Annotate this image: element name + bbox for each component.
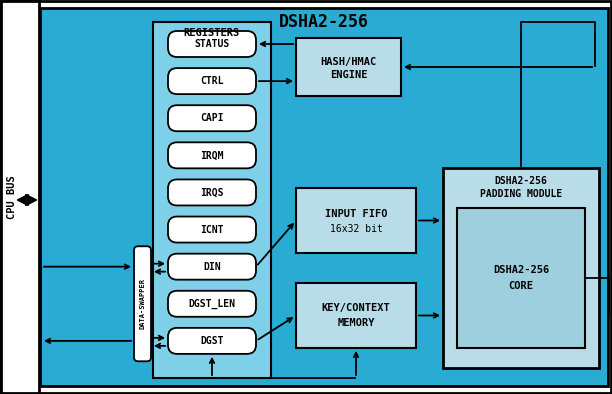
FancyBboxPatch shape bbox=[168, 291, 256, 317]
Text: MEMORY: MEMORY bbox=[337, 318, 375, 329]
Bar bbox=[1, 1, 39, 393]
Text: STATUS: STATUS bbox=[195, 39, 230, 49]
Text: DSHA2-256: DSHA2-256 bbox=[494, 176, 548, 186]
Text: DIN: DIN bbox=[203, 262, 221, 272]
Text: IRQS: IRQS bbox=[200, 188, 224, 197]
FancyBboxPatch shape bbox=[168, 328, 256, 354]
Text: INPUT FIFO: INPUT FIFO bbox=[325, 208, 387, 219]
Text: HASH/HMAC: HASH/HMAC bbox=[320, 57, 376, 67]
FancyBboxPatch shape bbox=[168, 142, 256, 168]
Text: DGST: DGST bbox=[200, 336, 224, 346]
Text: PADDING MODULE: PADDING MODULE bbox=[480, 189, 562, 199]
FancyBboxPatch shape bbox=[168, 105, 256, 131]
Bar bbox=[443, 168, 599, 368]
FancyBboxPatch shape bbox=[168, 217, 256, 243]
Text: DSHA2-256: DSHA2-256 bbox=[493, 265, 549, 275]
Text: CORE: CORE bbox=[509, 281, 534, 291]
Text: DATA-SWAPPER: DATA-SWAPPER bbox=[140, 278, 146, 329]
Bar bbox=[296, 283, 416, 348]
Text: CTRL: CTRL bbox=[200, 76, 224, 86]
Text: KEY/CONTEXT: KEY/CONTEXT bbox=[322, 303, 390, 314]
Text: REGISTERS: REGISTERS bbox=[184, 28, 240, 38]
Bar bbox=[457, 208, 585, 348]
FancyBboxPatch shape bbox=[168, 179, 256, 205]
FancyBboxPatch shape bbox=[168, 31, 256, 57]
Bar bbox=[296, 188, 416, 253]
Text: IRQM: IRQM bbox=[200, 151, 224, 160]
Text: DGST_LEN: DGST_LEN bbox=[188, 299, 236, 309]
FancyBboxPatch shape bbox=[168, 254, 256, 280]
Text: ENGINE: ENGINE bbox=[330, 70, 367, 80]
Bar bbox=[153, 22, 271, 378]
Bar bbox=[296, 38, 401, 96]
Text: CPU BUS: CPU BUS bbox=[7, 175, 17, 219]
FancyBboxPatch shape bbox=[134, 246, 151, 361]
Text: 16x32 bit: 16x32 bit bbox=[330, 223, 382, 234]
Text: CAPI: CAPI bbox=[200, 113, 224, 123]
FancyBboxPatch shape bbox=[168, 68, 256, 94]
Text: ICNT: ICNT bbox=[200, 225, 224, 234]
Text: DSHA2-256: DSHA2-256 bbox=[279, 13, 369, 31]
